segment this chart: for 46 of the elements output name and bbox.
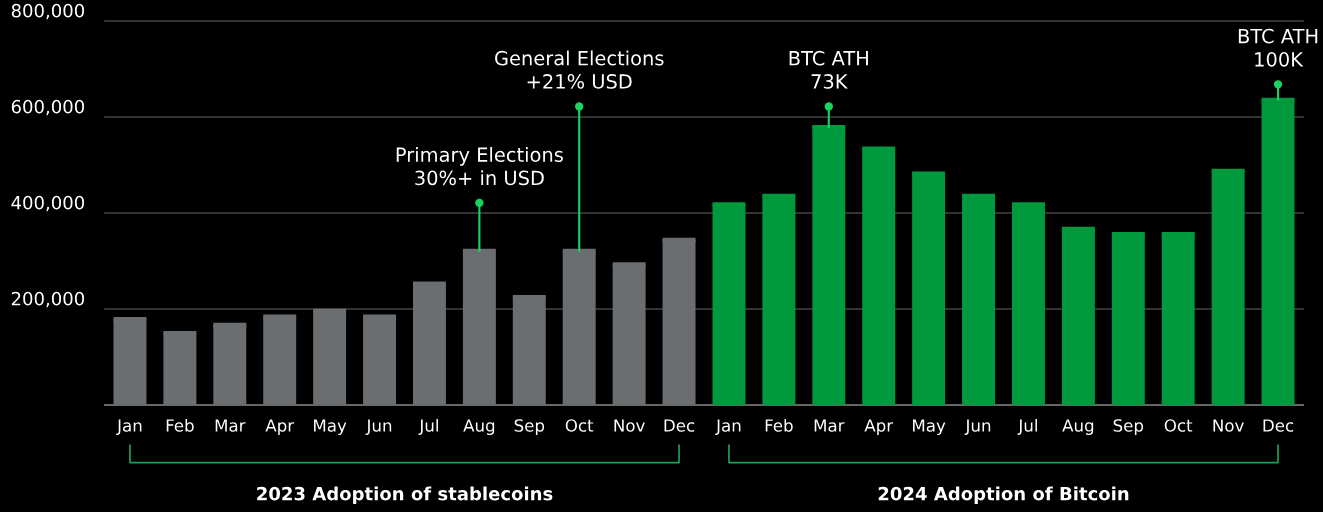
x-tick-label: May — [314, 419, 347, 436]
x-tick-label: Dec — [664, 419, 695, 432]
x-tick-label: Mar — [814, 419, 845, 432]
annotation: BTC ATH 100K — [1238, 28, 1318, 67]
x-tick-label: Jan — [116, 419, 142, 435]
x-tick-label: Jan — [715, 419, 741, 435]
bar — [712, 204, 746, 405]
bar — [1161, 234, 1195, 405]
x-tick-label: Aug — [463, 419, 495, 436]
x-tick-label: Jul — [418, 418, 438, 435]
x-tick-label: Jun — [365, 419, 392, 435]
bar — [862, 148, 896, 405]
x-axis-title: 2024 Adoption of Bitcoin — [878, 486, 1129, 504]
annotation: General Elections +21% USD — [495, 50, 664, 89]
x-tick-label: May — [913, 419, 946, 436]
y-tick-label: 400,000 — [11, 195, 85, 212]
bar — [1111, 234, 1145, 405]
x-tick-label: Jul — [1017, 418, 1037, 435]
x-tick-label: Nov — [1213, 419, 1244, 432]
annotation: Primary Elections 30%+ in USD — [396, 146, 563, 186]
y-tick-label: 600,000 — [11, 99, 85, 116]
x-tick-label: Oct — [565, 419, 594, 432]
x-tick-label: Feb — [765, 418, 793, 432]
y-tick-label: 200,000 — [11, 291, 85, 308]
bar — [812, 127, 846, 405]
x-tick-label: Sep — [514, 419, 545, 436]
bar — [1061, 228, 1095, 405]
annotation: BTC ATH 73K — [789, 50, 868, 89]
x-tick-label: Mar — [215, 419, 246, 432]
bar — [912, 173, 946, 405]
x-tick-label: Jun — [964, 419, 991, 435]
x-tick-label: Oct — [1164, 419, 1193, 432]
x-tick-label: Apr — [864, 419, 894, 436]
bar — [962, 195, 996, 405]
x-tick-label: Dec — [1263, 419, 1294, 432]
x-tick-label: Sep — [1113, 419, 1144, 436]
bar — [1011, 204, 1045, 405]
x-tick-label: Aug — [1062, 419, 1094, 436]
x-axis-title: 2023 Adoption of stablecoins — [257, 486, 553, 504]
bar — [1211, 170, 1245, 405]
bar — [1261, 99, 1295, 405]
x-tick-label: Apr — [265, 419, 295, 436]
bar — [762, 195, 796, 405]
x-tick-label: Feb — [166, 418, 194, 432]
y-tick-label: 800,000 — [11, 3, 85, 20]
x-tick-label: Nov — [614, 419, 645, 432]
